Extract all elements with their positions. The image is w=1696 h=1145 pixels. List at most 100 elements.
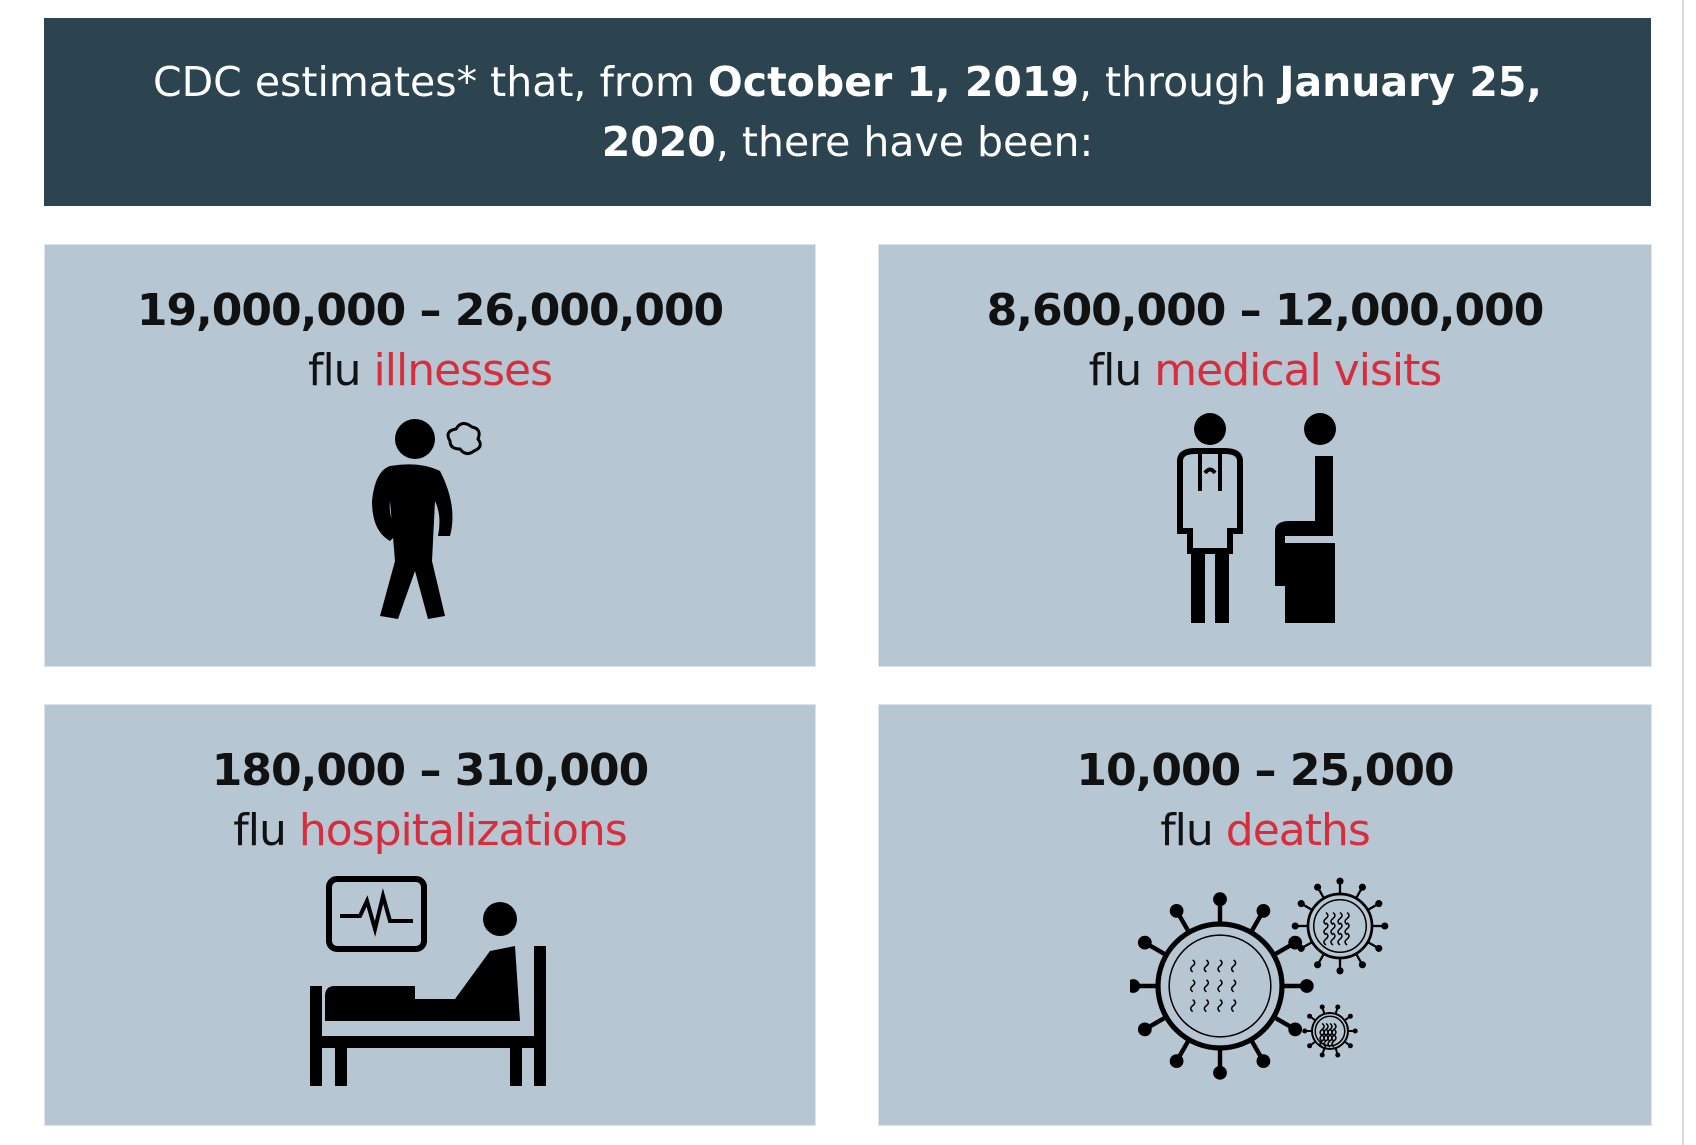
virus-part [1319, 1052, 1325, 1058]
virus-part [1203, 999, 1210, 1013]
virus-part [1169, 903, 1184, 918]
virus-part [1297, 944, 1305, 952]
label: flu deaths [1160, 801, 1371, 861]
virus-part [1323, 922, 1329, 936]
virus-part [1137, 935, 1152, 950]
virus-part [1323, 932, 1329, 946]
virus-part [1319, 1004, 1325, 1010]
virus-part [1213, 1065, 1227, 1080]
virus-part [1169, 1054, 1184, 1069]
prefix: flu [1088, 345, 1155, 396]
virus-part [1314, 883, 1322, 891]
range: 19,000,000 – 26,000,000 [136, 285, 724, 336]
virus-part [1337, 922, 1343, 936]
virus-part [1347, 1043, 1353, 1049]
highlight: illnesses [373, 345, 553, 396]
virus-part [1358, 961, 1366, 969]
label: flu illnesses [307, 341, 553, 401]
virus-part [1314, 1015, 1346, 1047]
illness-icon [372, 419, 482, 619]
virus-part [1313, 899, 1367, 953]
virus-part [1230, 999, 1237, 1013]
start-date: October 1, 2019 [707, 58, 1079, 106]
virus-part [1358, 883, 1366, 891]
virus-part [1189, 959, 1196, 973]
virus-part [1323, 911, 1329, 926]
highlight: hospitalizations [298, 805, 628, 856]
virus-part [1189, 979, 1196, 993]
virus-part [1203, 979, 1210, 993]
virus-part [1155, 921, 1285, 1051]
virus-part [1203, 959, 1210, 973]
highlight: deaths [1225, 805, 1371, 856]
virus-part [1213, 892, 1227, 907]
virus-part [1335, 1004, 1341, 1010]
medical-visit-icon [1177, 413, 1336, 623]
label: flu medical visits [1088, 341, 1443, 401]
header-text: CDC estimates* that, from October 1, 201… [84, 52, 1611, 172]
virus-part [1344, 932, 1350, 946]
virus-icon [1130, 877, 1389, 1080]
header-banner: CDC estimates* that, from October 1, 201… [44, 18, 1651, 206]
hospital-icon [310, 876, 546, 1086]
range: 180,000 – 310,000 [211, 745, 649, 796]
virus-part [1344, 911, 1350, 926]
virus-part [1352, 1028, 1358, 1034]
virus-part [1230, 959, 1237, 973]
virus-part [1323, 1034, 1329, 1048]
virus-part [1297, 900, 1305, 908]
virus-part [1381, 922, 1389, 930]
virus-part [1299, 979, 1314, 993]
card: 8,600,000 – 12,000,000 flu medical visit… [878, 244, 1652, 667]
scrollbar [1682, 0, 1684, 1145]
virus-part [1288, 1022, 1303, 1037]
virus-part [1217, 959, 1223, 973]
virus-part [1302, 1028, 1308, 1034]
card: 10,000 – 25,000 flu deaths [878, 704, 1652, 1126]
virus-part [1130, 979, 1141, 993]
prefix: flu [307, 345, 374, 396]
highlight: medical visits [1154, 345, 1442, 396]
virus-part [1217, 979, 1223, 993]
virus-part [1344, 922, 1350, 936]
card: 180,000 – 310,000 flu hospitalizations [44, 704, 816, 1126]
virus-part [1137, 1022, 1152, 1037]
virus-part [1330, 911, 1336, 926]
virus-part [1327, 1034, 1333, 1048]
virus-part [1307, 1013, 1313, 1019]
prefix: flu [1160, 805, 1226, 856]
virus-part [1330, 932, 1336, 946]
virus-part [1335, 1052, 1341, 1058]
virus-part [1217, 999, 1223, 1013]
range: 8,600,000 – 12,000,000 [986, 285, 1545, 336]
end-date: January 25, 2020 [601, 58, 1543, 166]
header-text: , there have been: [715, 118, 1094, 166]
virus-part [1311, 1012, 1349, 1050]
virus-part [1306, 892, 1374, 960]
virus-part [1337, 911, 1343, 926]
virus-part [1314, 961, 1322, 969]
virus-part [1330, 922, 1336, 936]
label: flu hospitalizations [233, 801, 628, 861]
card: 19,000,000 – 26,000,000 flu illnesses [44, 244, 816, 667]
header-text: CDC estimates* that, from [152, 58, 708, 106]
virus-part [1331, 1034, 1337, 1048]
virus-part [1336, 967, 1344, 975]
virus-part [1291, 922, 1299, 930]
virus-part [1336, 877, 1344, 885]
header-text: , through [1078, 58, 1280, 106]
prefix: flu [233, 805, 299, 856]
virus-part [1168, 934, 1272, 1038]
virus-part [1337, 932, 1343, 946]
virus-part [1375, 944, 1383, 952]
virus-part [1307, 1043, 1313, 1049]
virus-part [1189, 999, 1196, 1013]
virus-part [1375, 900, 1383, 908]
virus-part [1230, 979, 1237, 993]
virus-part [1319, 1034, 1325, 1048]
range: 10,000 – 25,000 [1076, 745, 1454, 796]
virus-part [1347, 1013, 1353, 1019]
virus-part [1256, 1054, 1271, 1069]
